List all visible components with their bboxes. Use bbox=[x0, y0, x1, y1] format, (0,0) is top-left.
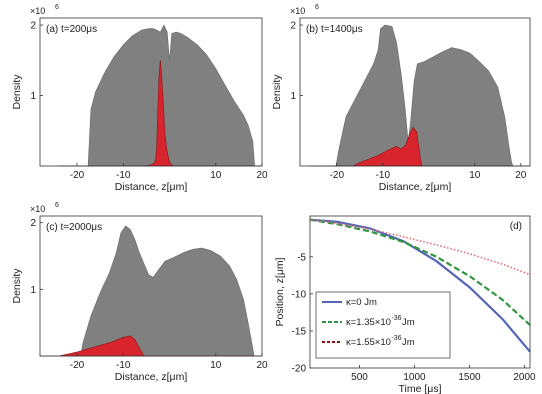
y-tick-label: 2 bbox=[290, 21, 296, 32]
x-tick-label: -20 bbox=[70, 360, 85, 371]
position-line-dotted bbox=[309, 218, 531, 276]
x-tick-label: -20 bbox=[70, 170, 85, 181]
plot-frame bbox=[299, 17, 531, 167]
x-tick-label: -10 bbox=[116, 360, 131, 371]
y-tick-label: -20 bbox=[292, 364, 307, 375]
panel-label: (d) bbox=[510, 221, 522, 232]
axis-multiplier: ×10 bbox=[290, 6, 305, 16]
x-tick-label: 1500 bbox=[458, 372, 481, 383]
legend-entry-label: κ=1.35×10 bbox=[346, 317, 391, 328]
x-tick-label: 20 bbox=[515, 170, 527, 181]
x-axis-label: Distance, z[μm] bbox=[379, 181, 452, 193]
panel-2: -20 -10 10 20 1 2 Distance, z[μm] Density ×10 6 (b… bbox=[271, 4, 531, 193]
density-total-area bbox=[309, 24, 530, 167]
panel-4: 500 1000 1500 2000 -5 -10 -15 -20 Time [μs] Posit… bbox=[274, 215, 536, 394]
legend-entry-power: -36 bbox=[391, 315, 401, 322]
panel-label: (b) t=1400μs bbox=[306, 24, 363, 35]
x-tick-label: -20 bbox=[330, 170, 345, 181]
legend-entry-label: κ=0 Jm bbox=[346, 297, 377, 308]
y-axis-label: Position, z[μm] bbox=[274, 257, 286, 326]
y-tick-label: 2 bbox=[30, 21, 36, 32]
y-tick-label: 1 bbox=[30, 285, 36, 296]
panel-3: -20 -10 10 20 1 2 Distance, z[μm] Density ×10 6 (c… bbox=[11, 202, 268, 383]
x-axis-label: Time [μs] bbox=[399, 383, 442, 394]
axis-multiplier-power: 6 bbox=[315, 4, 319, 11]
plot-frame bbox=[309, 215, 531, 369]
x-tick-label: 10 bbox=[469, 170, 481, 181]
x-tick-label: 10 bbox=[210, 360, 222, 371]
x-tick-label: 2000 bbox=[513, 372, 536, 383]
x-tick-label: 20 bbox=[256, 170, 268, 181]
position-line-solid bbox=[309, 218, 531, 353]
x-axis-label: Distance, z[μm] bbox=[115, 371, 188, 383]
axis-multiplier-power: 6 bbox=[55, 202, 59, 209]
y-tick-label: 2 bbox=[30, 218, 36, 229]
y-tick-label: -15 bbox=[292, 326, 307, 337]
x-tick-label: 1000 bbox=[403, 372, 426, 383]
x-tick-label: 500 bbox=[351, 372, 368, 383]
y-tick-label: -10 bbox=[292, 289, 307, 300]
legend-entry-unit: Jm bbox=[402, 337, 415, 348]
axis-multiplier: ×10 bbox=[30, 6, 45, 16]
legend-entry-label: κ=1.55×10 bbox=[346, 337, 391, 348]
density-component-area bbox=[40, 335, 262, 357]
y-axis-label: Density bbox=[11, 74, 23, 110]
plot-frame bbox=[39, 17, 263, 167]
y-tick-label: 1 bbox=[30, 91, 36, 102]
x-axis-label: Distance, z[μm] bbox=[115, 181, 188, 193]
x-tick-label: -10 bbox=[116, 170, 131, 181]
x-tick-label: -10 bbox=[376, 170, 391, 181]
x-tick-label: 10 bbox=[210, 170, 222, 181]
panel-label: (c) t=2000μs bbox=[46, 222, 102, 233]
density-component-area bbox=[309, 126, 530, 167]
y-tick-label: -5 bbox=[297, 252, 306, 263]
axis-multiplier: ×10 bbox=[30, 204, 45, 214]
legend-entry-power: -36 bbox=[391, 335, 401, 342]
panel-label: (a) t=200μs bbox=[46, 24, 97, 35]
y-tick-label: 1 bbox=[290, 91, 296, 102]
density-total-area bbox=[58, 225, 262, 357]
x-tick-label: 20 bbox=[256, 360, 268, 371]
legend: κ=0 Jmκ=1.35×10 -36 Jmκ=1.55×10 -36 Jm bbox=[315, 291, 451, 359]
y-axis-label: Density bbox=[11, 268, 23, 304]
plot-frame bbox=[39, 215, 263, 357]
y-axis-label: Density bbox=[271, 74, 283, 110]
panel-1: -20 -10 10 20 1 2 Distance, z[μm] Density ×10 6 (a… bbox=[11, 4, 268, 193]
legend-entry-unit: Jm bbox=[402, 317, 415, 328]
axis-multiplier-power: 6 bbox=[55, 4, 59, 11]
